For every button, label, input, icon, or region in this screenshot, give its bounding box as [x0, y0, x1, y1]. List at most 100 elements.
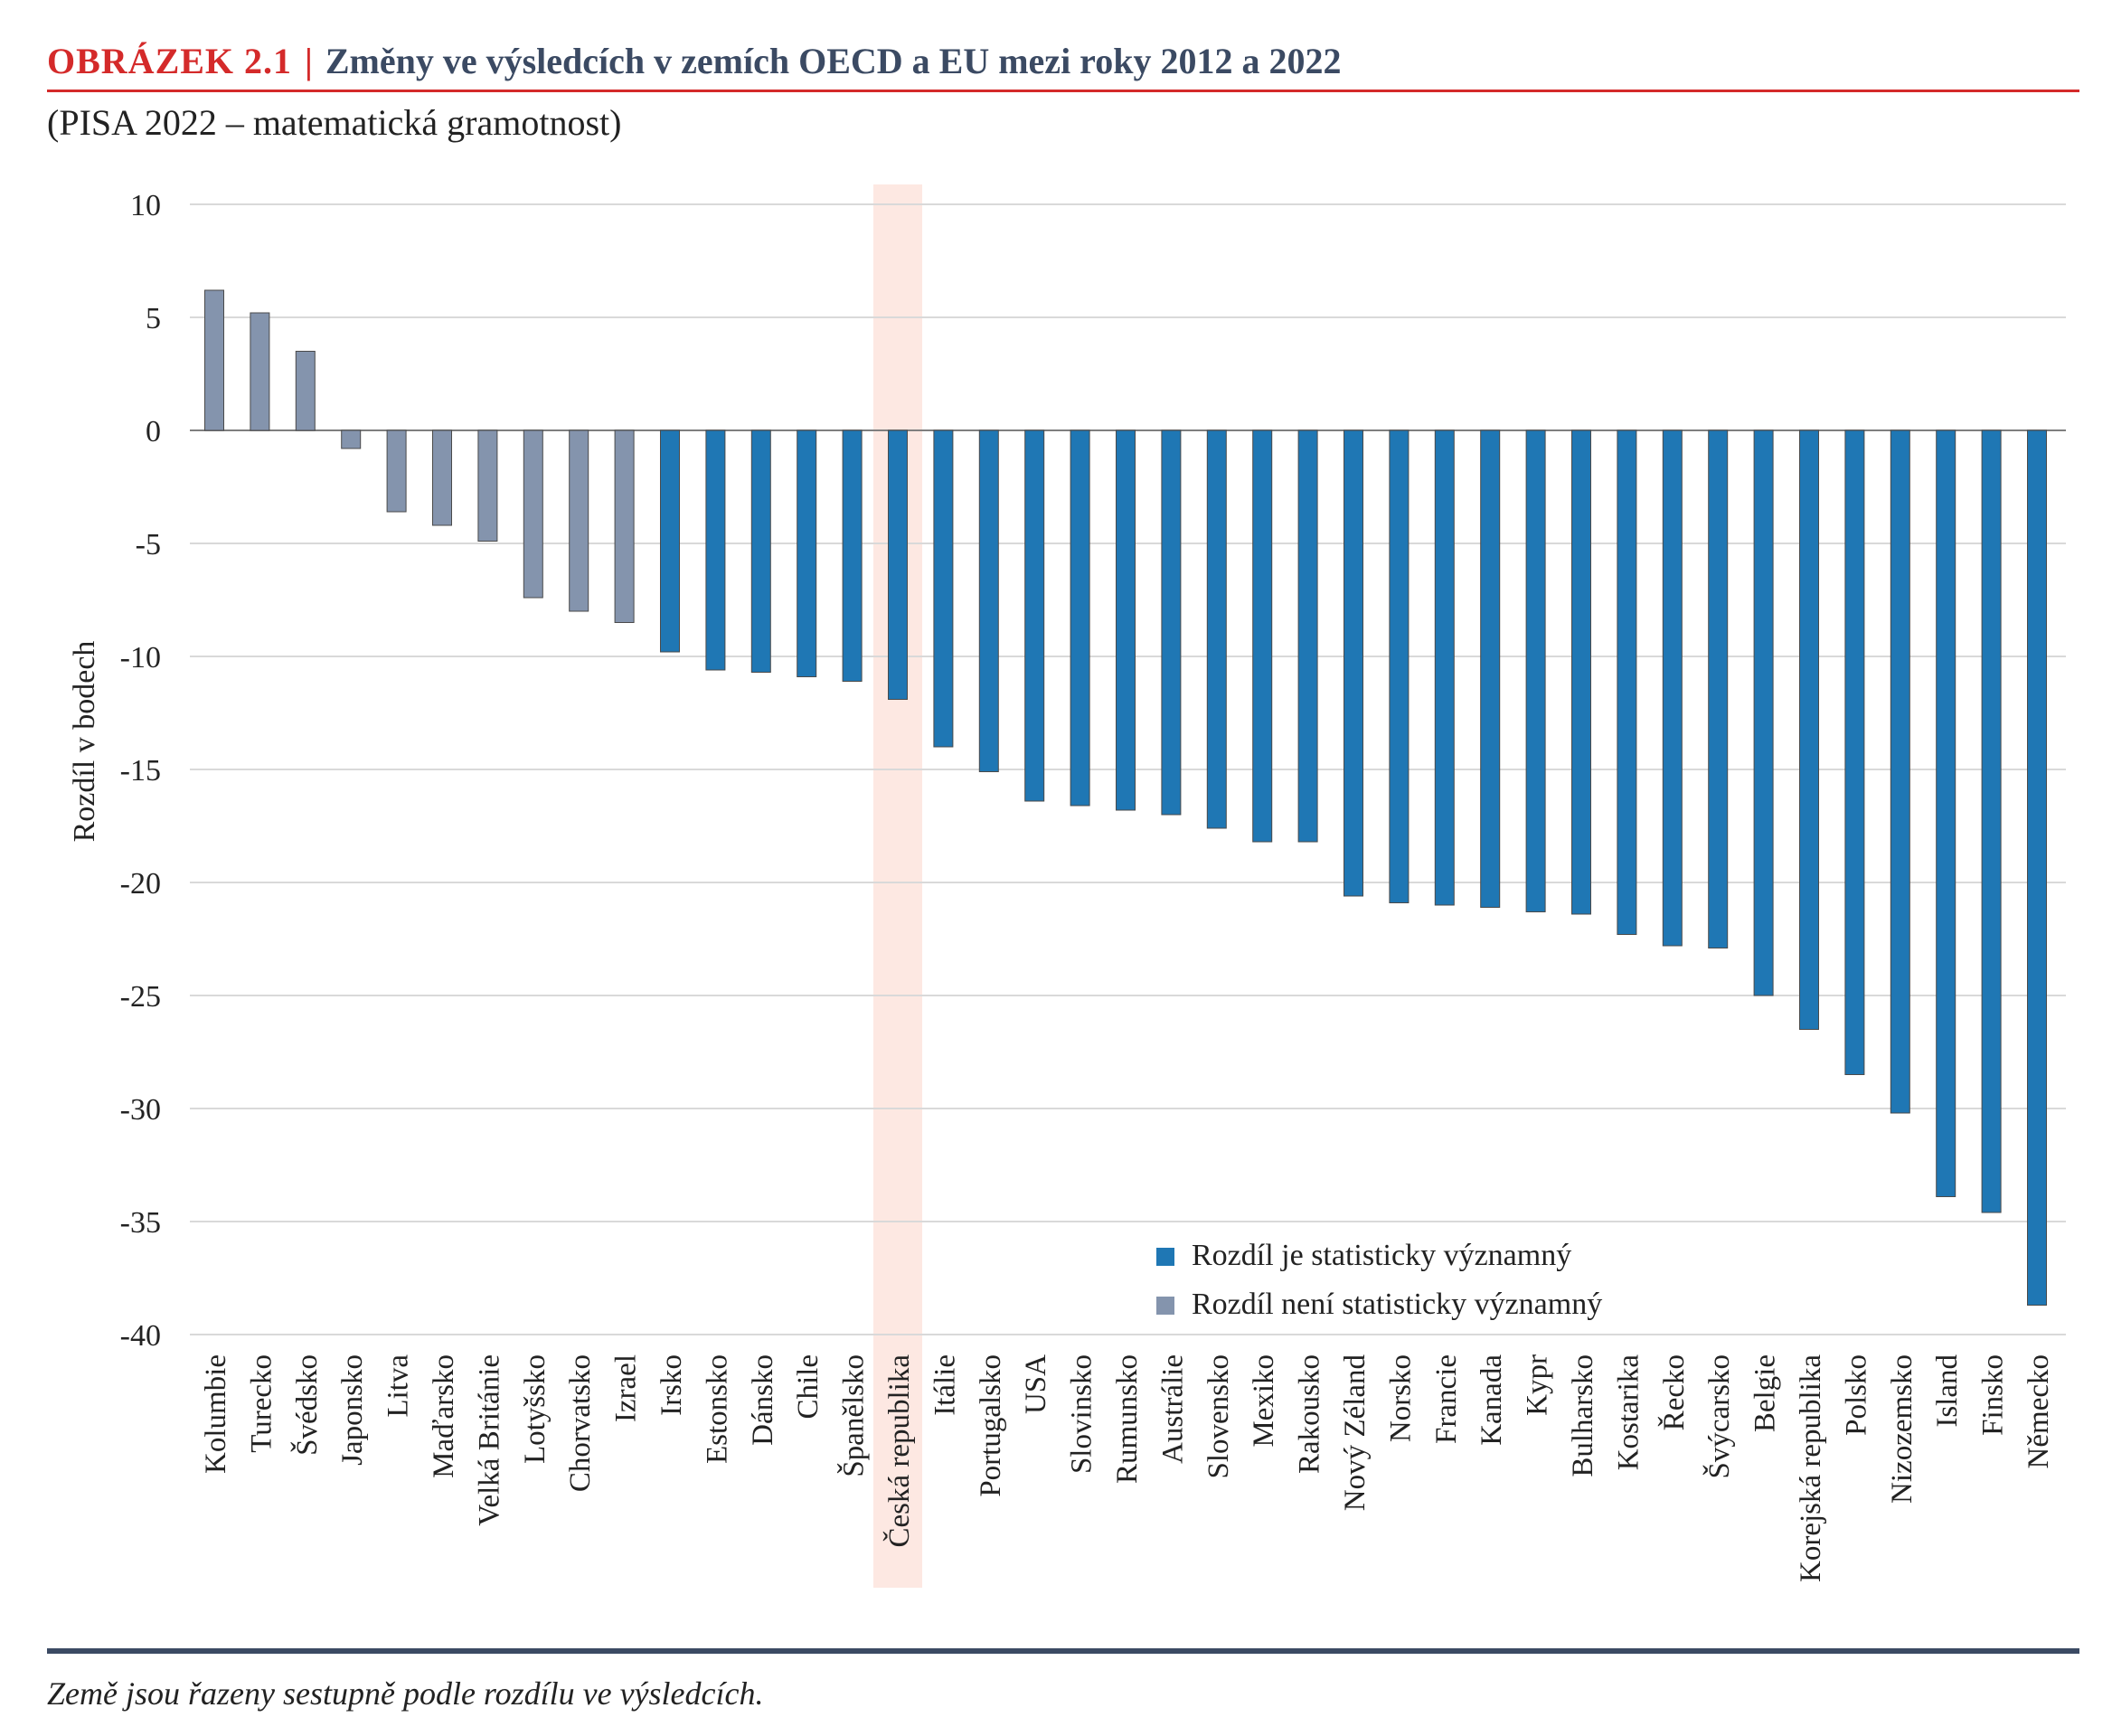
bar — [477, 429, 498, 542]
x-category-label: Irsko — [655, 1354, 688, 1416]
x-category-label: Lotyšsko — [519, 1354, 552, 1464]
x-category-label: Nový Zéland — [1339, 1354, 1372, 1512]
bar — [1525, 429, 1546, 912]
y-axis-tick-labels: 10 5 0 -5 -10 -15 -20 -25 -30 -35 -40 — [120, 189, 161, 1353]
x-category-label: Rakousko — [1294, 1354, 1326, 1474]
bar — [660, 429, 680, 653]
x-category-label: Korejská republika — [1795, 1354, 1827, 1582]
figure-subtitle: (PISA 2022 – matematická gramotnost) — [47, 102, 622, 143]
y-tick-label: 0 — [146, 415, 161, 448]
bar — [1070, 429, 1090, 807]
x-category-label: Dánsko — [747, 1354, 779, 1446]
x-category-label: Nizozemsko — [1886, 1354, 1919, 1504]
x-category-label: Slovensko — [1202, 1354, 1235, 1479]
y-tick-label: 5 — [146, 302, 161, 335]
x-category-label: Polsko — [1840, 1354, 1872, 1436]
x-category-label: Španělsko — [836, 1354, 871, 1477]
figure-header: OBRÁZEK 2.1 | Změny ve výsledcích v zemích… — [47, 40, 2079, 82]
bar — [1844, 429, 1865, 1075]
x-category-label: Švýcarsko — [1702, 1354, 1736, 1478]
bar — [1890, 429, 1910, 1114]
bar-chart: 10 5 0 -5 -10 -15 -20 -25 -30 -35 -40 Kolumbie Ture… — [68, 184, 2066, 1588]
bar — [1434, 429, 1455, 906]
bar — [978, 429, 999, 772]
x-category-label: Finsko — [1977, 1354, 2010, 1436]
bar — [842, 429, 863, 682]
bar — [705, 429, 726, 671]
bar — [1344, 429, 1363, 897]
x-category-label: Estonsko — [701, 1354, 733, 1464]
figure-separator: | — [305, 41, 313, 81]
bar — [933, 429, 954, 748]
legend-label: Rozdíl je statisticky významný — [1192, 1239, 1571, 1272]
x-category-label: Řecko — [1657, 1354, 1691, 1430]
bar — [1161, 429, 1182, 816]
y-axis-label-group: Rozdíl v bodech — [68, 641, 101, 843]
x-category-label: Slovinsko — [1066, 1354, 1098, 1474]
x-category-label: Německo — [2022, 1354, 2055, 1468]
y-tick-label: -25 — [120, 980, 161, 1014]
bar — [1662, 429, 1683, 947]
footer-rule — [47, 1648, 2079, 1654]
bar — [295, 351, 316, 431]
bar — [204, 289, 224, 431]
bar — [1389, 429, 1410, 903]
x-category-label: Norsko — [1384, 1354, 1417, 1442]
x-category-label: Izrael — [610, 1354, 643, 1422]
y-tick-label: -40 — [120, 1319, 161, 1353]
legend-swatch — [1156, 1248, 1174, 1266]
x-category-label: Belgie — [1749, 1354, 1782, 1432]
y-tick-label: -35 — [120, 1206, 161, 1240]
legend: Rozdíl je statisticky významný Rozdíl nen… — [1156, 1239, 1602, 1321]
bar — [386, 429, 407, 513]
figure-note: Země jsou řazeny sestupně podle rozdílu … — [47, 1675, 764, 1712]
x-category-label: Austrálie — [1156, 1354, 1189, 1464]
x-axis-category-labels: Kolumbie Turecko Švédsko Japonsko Litva Maďar… — [200, 1354, 2055, 1582]
x-category-label: Francie — [1430, 1354, 1463, 1444]
x-category-label: Bulharsko — [1567, 1354, 1599, 1477]
x-category-label: Island — [1931, 1354, 1964, 1428]
figure-label: OBRÁZEK 2.1 — [47, 41, 293, 81]
x-category-label: Maďarsko — [428, 1354, 460, 1478]
x-category-label: Litva — [382, 1354, 415, 1418]
bar — [1981, 429, 2002, 1213]
x-category-label: Kanada — [1476, 1354, 1508, 1446]
x-category-label: Portugalsko — [975, 1354, 1007, 1497]
y-tick-label: -30 — [120, 1093, 161, 1127]
bar — [1936, 429, 1956, 1197]
x-category-label: Velká Británie — [473, 1354, 505, 1526]
highlight-band-group — [873, 184, 922, 1588]
bar — [1799, 429, 1819, 1030]
y-tick-label: -5 — [136, 528, 161, 561]
x-category-label: Kolumbie — [200, 1354, 232, 1474]
x-category-label: Mexiko — [1248, 1354, 1280, 1448]
bar — [1753, 429, 1774, 996]
x-category-label: Švédsko — [289, 1354, 324, 1456]
x-category-label: Rumunsko — [1111, 1354, 1144, 1484]
x-category-label: Chile — [792, 1354, 825, 1420]
y-tick-label: -15 — [120, 754, 161, 788]
bar — [1206, 429, 1227, 829]
bar — [341, 429, 362, 449]
bar — [1571, 429, 1591, 915]
x-category-label: Kostarika — [1612, 1354, 1645, 1471]
bar — [1297, 429, 1318, 843]
bar — [2027, 429, 2047, 1306]
x-category-label: Kypr — [1522, 1354, 1554, 1416]
bar — [797, 429, 817, 677]
x-category-label: Itálie — [929, 1354, 961, 1416]
bar — [1252, 429, 1273, 843]
bar — [569, 429, 589, 612]
header-rule — [47, 90, 2079, 92]
bar — [614, 429, 635, 623]
bar — [750, 429, 771, 673]
y-tick-label: 10 — [130, 189, 161, 222]
x-category-label: Chorvatsko — [564, 1354, 597, 1492]
legend-label: Rozdíl není statisticky významný — [1192, 1288, 1602, 1321]
x-category-label: Japonsko — [336, 1354, 369, 1466]
bar — [250, 312, 270, 431]
bars — [204, 289, 2047, 1306]
bar — [1024, 429, 1045, 802]
bar — [1116, 429, 1136, 811]
legend-swatch — [1156, 1297, 1174, 1315]
